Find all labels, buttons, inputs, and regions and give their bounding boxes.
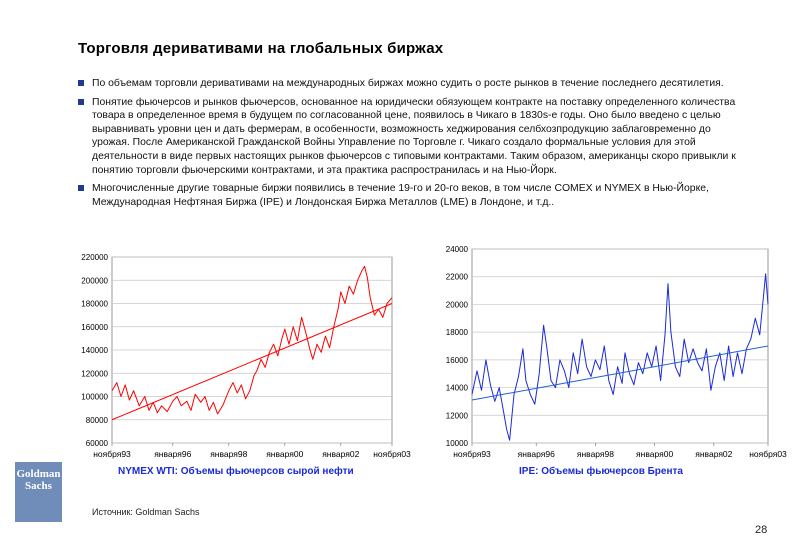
y-tick-label: 22000: [446, 273, 469, 282]
x-tick-label: ноября93: [93, 449, 131, 459]
y-tick-label: 200000: [81, 276, 108, 285]
plot-area: [471, 248, 769, 444]
source-note: Источник: Goldman Sachs: [92, 507, 200, 517]
ipe-chart-caption: IPE: Объемы фьючерсов Брента: [519, 466, 683, 477]
x-tick-label: января98: [577, 449, 614, 459]
x-tick-label: ноября03: [373, 449, 411, 459]
x-tick-label: ноября93: [453, 449, 491, 459]
y-tick-label: 60000: [86, 439, 109, 448]
x-tick-label: января00: [636, 449, 673, 459]
y-tick-label: 20000: [446, 300, 469, 309]
wti-chart: 60000 80000 100000 120000 140000 160000 180000…: [70, 247, 425, 464]
series-line: [111, 265, 393, 415]
y-tick-label: 120000: [81, 369, 108, 378]
y-tick-label: 14000: [446, 384, 469, 393]
y-tick-label: 180000: [81, 300, 108, 309]
bullet-item: Многочисленные другие товарные биржи поя…: [78, 182, 750, 209]
y-tick-label: 24000: [446, 245, 469, 254]
goldman-sachs-logo: Goldman Sachs: [15, 462, 62, 522]
x-tick-label: января96: [518, 449, 555, 459]
slide-title: Торговля деривативами на глобальных бирж…: [78, 40, 444, 57]
x-tick-label: января00: [266, 449, 303, 459]
ipe-chart-svg: 10000 12000 14000 16000 18000 20000 22000 24000…: [446, 245, 787, 459]
trend-line: [111, 303, 393, 421]
wti-chart-svg: 60000 80000 100000 120000 140000 160000 180000…: [81, 253, 411, 459]
x-tick-label: ноября03: [749, 449, 787, 459]
x-tick-label: января98: [210, 449, 247, 459]
logo-line: Goldman: [16, 468, 61, 480]
wti-chart-caption: NYMEX WTI: Объемы фьючерсов сырой нефти: [118, 466, 354, 477]
trend-line: [471, 345, 769, 401]
y-tick-label: 10000: [446, 439, 469, 448]
x-tick-label: января96: [154, 449, 191, 459]
y-tick-label: 18000: [446, 328, 469, 337]
y-tick-label: 12000: [446, 411, 469, 420]
bullet-item: По объемам торговли деривативами на межд…: [78, 77, 750, 91]
logo-line: Sachs: [25, 480, 52, 492]
x-tick-label: января02: [695, 449, 732, 459]
bullet-item: Понятие фьючерсов и рынков фьючерсов, ос…: [78, 96, 750, 178]
y-tick-label: 80000: [86, 416, 109, 425]
page-number: 28: [755, 524, 768, 536]
series-line: [471, 273, 769, 441]
ipe-chart: 10000 12000 14000 16000 18000 20000 22000 24000…: [432, 243, 792, 464]
y-tick-label: 140000: [81, 346, 108, 355]
x-tick-label: января02: [322, 449, 359, 459]
y-tick-label: 100000: [81, 393, 108, 402]
bullet-list: По объемам торговли деривативами на межд…: [78, 77, 750, 214]
y-tick-label: 220000: [81, 253, 108, 262]
y-tick-label: 160000: [81, 323, 108, 332]
y-tick-label: 16000: [446, 356, 469, 365]
